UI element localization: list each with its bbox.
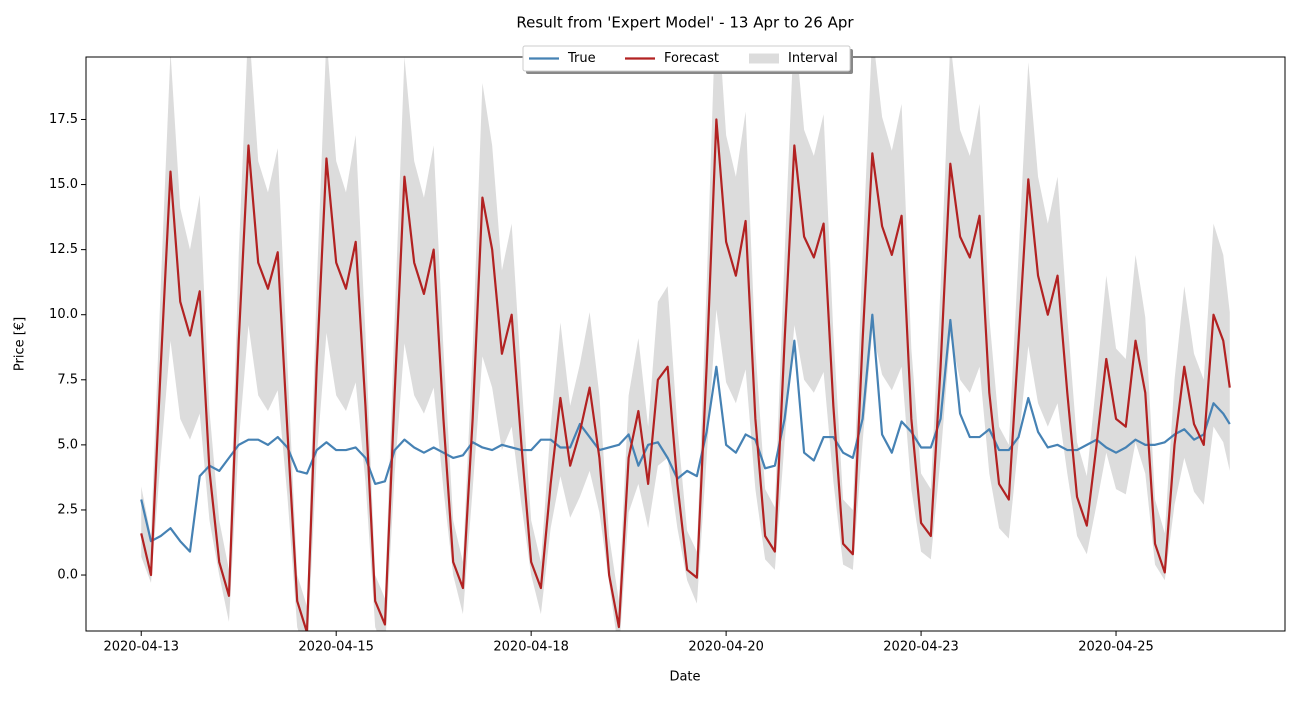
- x-tick-label: 2020-04-15: [298, 640, 374, 655]
- x-axis-label: Date: [669, 670, 700, 685]
- y-tick-label: 5.0: [57, 437, 78, 452]
- x-tick-label: 2020-04-25: [1078, 640, 1154, 655]
- chart-title: Result from 'Expert Model' - 13 Apr to 2…: [516, 14, 854, 32]
- y-tick-label: 2.5: [57, 502, 78, 517]
- legend-swatch: [749, 53, 779, 64]
- plot-area: [140, 57, 1231, 631]
- y-tick-label: 10.0: [49, 307, 78, 322]
- x-tick-label: 2020-04-23: [883, 640, 959, 655]
- y-tick-label: 12.5: [49, 242, 78, 257]
- x-tick-label: 2020-04-13: [103, 640, 179, 655]
- legend-label: Interval: [788, 51, 838, 66]
- y-axis-label: Price [€]: [13, 317, 28, 371]
- y-tick-label: 17.5: [49, 112, 78, 127]
- y-tick-label: 0.0: [57, 568, 78, 583]
- y-tick-label: 15.0: [49, 177, 78, 192]
- x-tick-label: 2020-04-20: [688, 640, 764, 655]
- series-line: [140, 118, 1231, 631]
- legend-box: [522, 45, 851, 72]
- interval-band: [141, 57, 1230, 631]
- series-line: [140, 313, 1231, 553]
- legend-label: True: [567, 51, 596, 66]
- x-tick-label: 2020-04-18: [493, 640, 569, 655]
- y-tick-label: 7.5: [57, 372, 78, 387]
- legend-label: Forecast: [664, 51, 719, 66]
